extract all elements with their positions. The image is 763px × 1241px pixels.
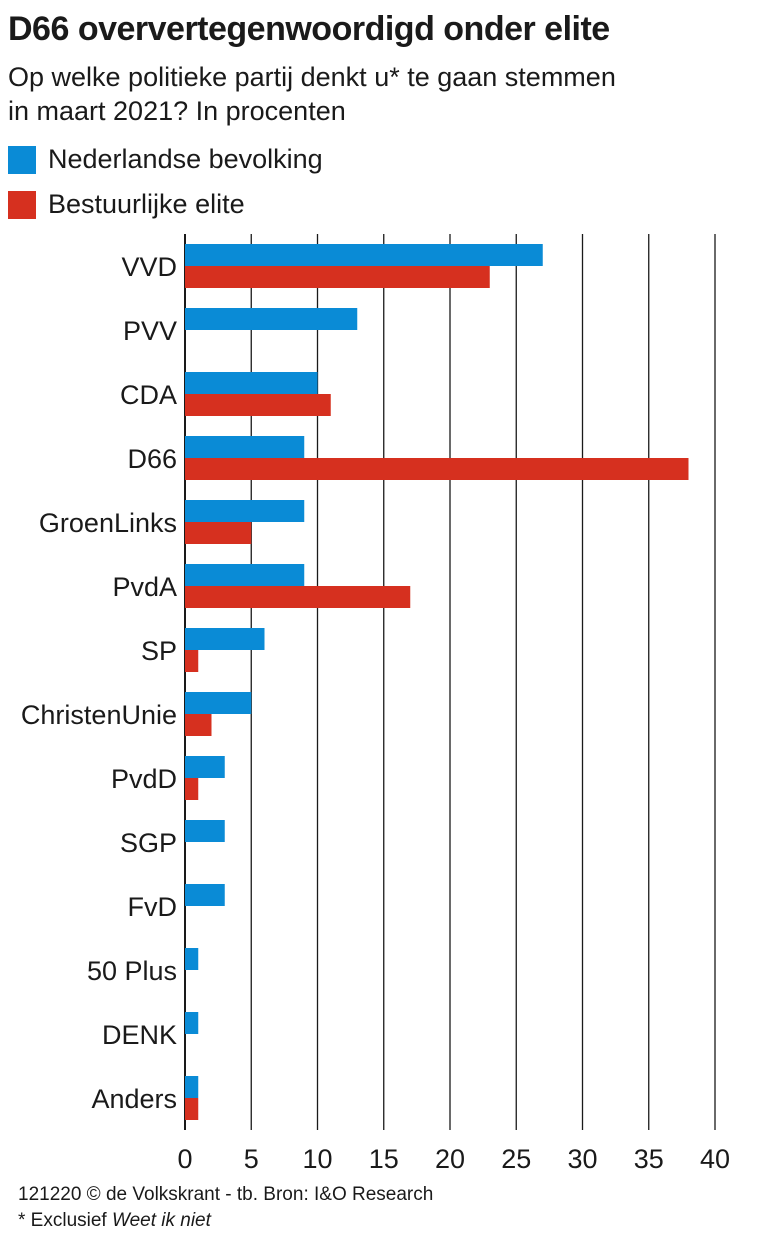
bar-series-2-pvdd xyxy=(185,778,199,800)
category-label-christenunie: ChristenUnie xyxy=(21,700,177,730)
bar-series-1-50-plus xyxy=(185,948,199,970)
footnote-emphasis: Weet ik niet xyxy=(111,1210,211,1231)
category-label-anders: Anders xyxy=(91,1084,177,1114)
legend-label-series-2: Bestuurlijke elite xyxy=(48,189,245,219)
bar-series-2-d66 xyxy=(185,458,689,480)
bar-series-1-pvdd xyxy=(185,756,225,778)
category-label-vvd: VVD xyxy=(121,252,177,282)
bar-series-1-denk xyxy=(185,1012,199,1034)
legend-swatch-series-2 xyxy=(8,191,36,219)
x-tick-label-15: 15 xyxy=(369,1144,399,1174)
source-credit: 121220 © de Volkskrant - tb. Bron: I&O R… xyxy=(18,1184,434,1205)
x-tick-label-30: 30 xyxy=(567,1144,597,1174)
category-label-pvda: PvdA xyxy=(112,572,177,602)
bar-series-1-cda xyxy=(185,372,318,394)
bar-series-1-pvda xyxy=(185,564,305,586)
bar-series-2-sp xyxy=(185,650,199,672)
category-label-pvv: PVV xyxy=(123,316,177,346)
bar-series-1-d66 xyxy=(185,436,305,458)
x-tick-label-40: 40 xyxy=(700,1144,730,1174)
bar-series-2-groenlinks xyxy=(185,522,252,544)
x-tick-label-25: 25 xyxy=(501,1144,531,1174)
footnote-prefix: * Exclusief xyxy=(18,1210,112,1231)
bar-series-2-pvda xyxy=(185,586,411,608)
category-label-pvdd: PvdD xyxy=(111,764,177,794)
chart-subtitle: Op welke politieke partij denkt u* te ga… xyxy=(8,62,616,126)
bar-series-1-fvd xyxy=(185,884,225,906)
legend-label-series-1: Nederlandse bevolking xyxy=(48,144,323,174)
category-label-groenlinks: GroenLinks xyxy=(39,508,177,538)
bar-series-1-anders xyxy=(185,1076,199,1098)
bar-chart: VVD PVV CDA D66 GroenLinks PvdA SP ChristenUnie… xyxy=(21,234,730,1174)
bar-series-2-cda xyxy=(185,394,331,416)
x-tick-label-5: 5 xyxy=(244,1144,259,1174)
category-label-fvd: FvD xyxy=(128,892,178,922)
footnote: * Exclusief Weet ik niet xyxy=(18,1210,211,1232)
bar-series-1-sgp xyxy=(185,820,225,842)
bar-series-2-anders xyxy=(185,1098,199,1120)
category-label-sp: SP xyxy=(141,636,177,666)
bar-series-1-groenlinks xyxy=(185,500,305,522)
x-tick-label-0: 0 xyxy=(177,1144,192,1174)
legend-swatch-series-1 xyxy=(8,146,36,174)
bar-series-1-sp xyxy=(185,628,265,650)
category-label-denk: DENK xyxy=(102,1020,177,1050)
category-label-50-plus: 50 Plus xyxy=(87,956,177,986)
x-tick-label-10: 10 xyxy=(302,1144,332,1174)
bar-series-1-christenunie xyxy=(185,692,252,714)
chart-title: D66 oververtegenwoordigd onder elite xyxy=(8,10,610,48)
category-label-sgp: SGP xyxy=(120,828,177,858)
bar-series-1-pvv xyxy=(185,308,358,330)
x-tick-label-35: 35 xyxy=(634,1144,664,1174)
category-label-cda: CDA xyxy=(120,380,177,410)
bar-series-1-vvd xyxy=(185,244,543,266)
category-label-d66: D66 xyxy=(127,444,177,474)
bar-series-2-christenunie xyxy=(185,714,212,736)
bar-series-2-vvd xyxy=(185,266,490,288)
x-tick-label-20: 20 xyxy=(435,1144,465,1174)
